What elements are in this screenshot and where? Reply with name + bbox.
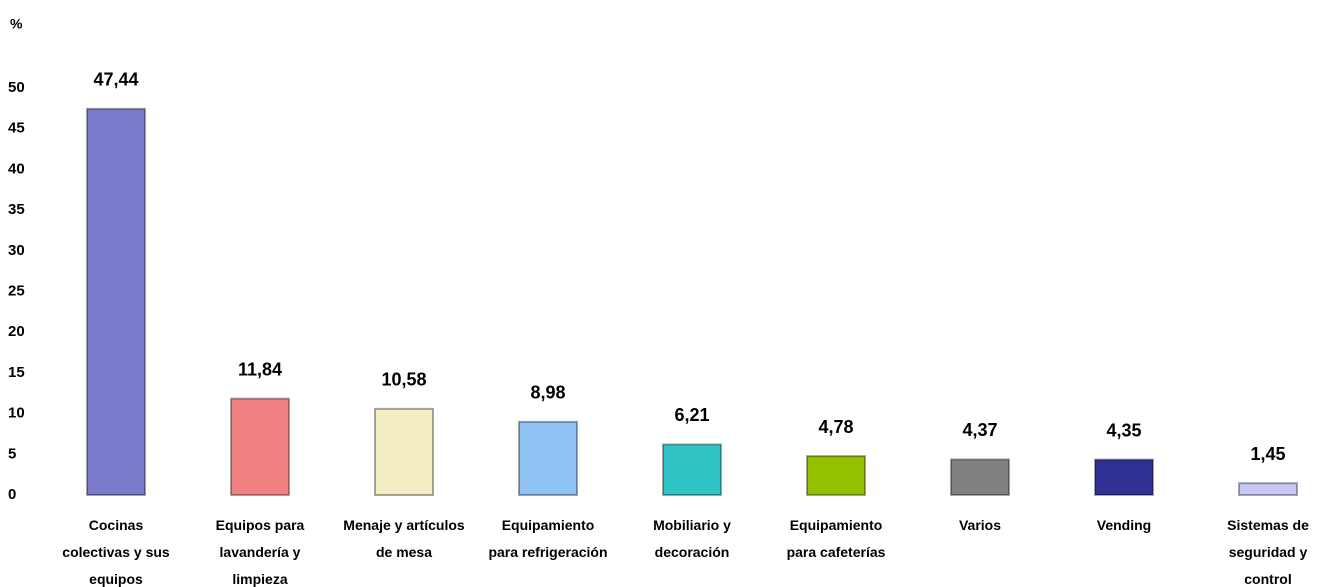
bar — [1094, 458, 1154, 497]
bar — [662, 443, 722, 496]
x-tick-label: Equipamiento para refrigeración — [488, 517, 608, 560]
value-label: 10,58 — [381, 370, 426, 390]
y-tick-label: 40 — [8, 160, 25, 177]
bar — [950, 458, 1010, 496]
value-label: 4,78 — [818, 417, 853, 437]
x-tick-label: Menaje y artículos de mesa — [343, 517, 465, 560]
y-tick-label: 5 — [8, 445, 16, 462]
y-tick-label: 45 — [8, 120, 25, 137]
bar — [374, 407, 434, 497]
y-tick-label: 30 — [8, 242, 25, 259]
value-label: 4,35 — [1106, 420, 1141, 440]
x-tick-label: Equipos para lavandería y limpieza — [215, 517, 305, 587]
value-label: 47,44 — [93, 70, 138, 90]
x-tick-label: Equipamiento para cafeterías — [786, 517, 886, 560]
value-label: 11,84 — [238, 359, 282, 379]
y-tick-label: 50 — [8, 79, 25, 96]
y-tick-label: 0 — [8, 486, 16, 503]
y-tick-label: 10 — [8, 405, 25, 422]
bar — [518, 420, 578, 496]
bar — [86, 107, 146, 496]
bar — [230, 397, 290, 497]
bar — [806, 455, 866, 496]
x-tick-label: Cocinas colectivas y sus equipos — [62, 517, 170, 587]
y-tick-label: 35 — [8, 201, 25, 218]
value-label: 4,37 — [962, 420, 997, 440]
x-tick-label: Mobiliario y decoración — [653, 517, 731, 560]
y-tick-label: 25 — [8, 282, 25, 299]
value-label: 8,98 — [530, 383, 565, 403]
x-tick-label: Sistemas de seguridad y control — [1227, 517, 1309, 587]
value-label: 1,45 — [1250, 444, 1285, 464]
value-label: 6,21 — [674, 405, 709, 425]
y-tick-label: 15 — [8, 364, 25, 381]
bar — [1238, 482, 1298, 496]
x-tick-label: Varios — [958, 517, 1002, 533]
y-tick-label: 20 — [8, 323, 25, 340]
x-tick-label: Vending — [1096, 517, 1152, 533]
y-axis-label: % — [10, 16, 23, 32]
